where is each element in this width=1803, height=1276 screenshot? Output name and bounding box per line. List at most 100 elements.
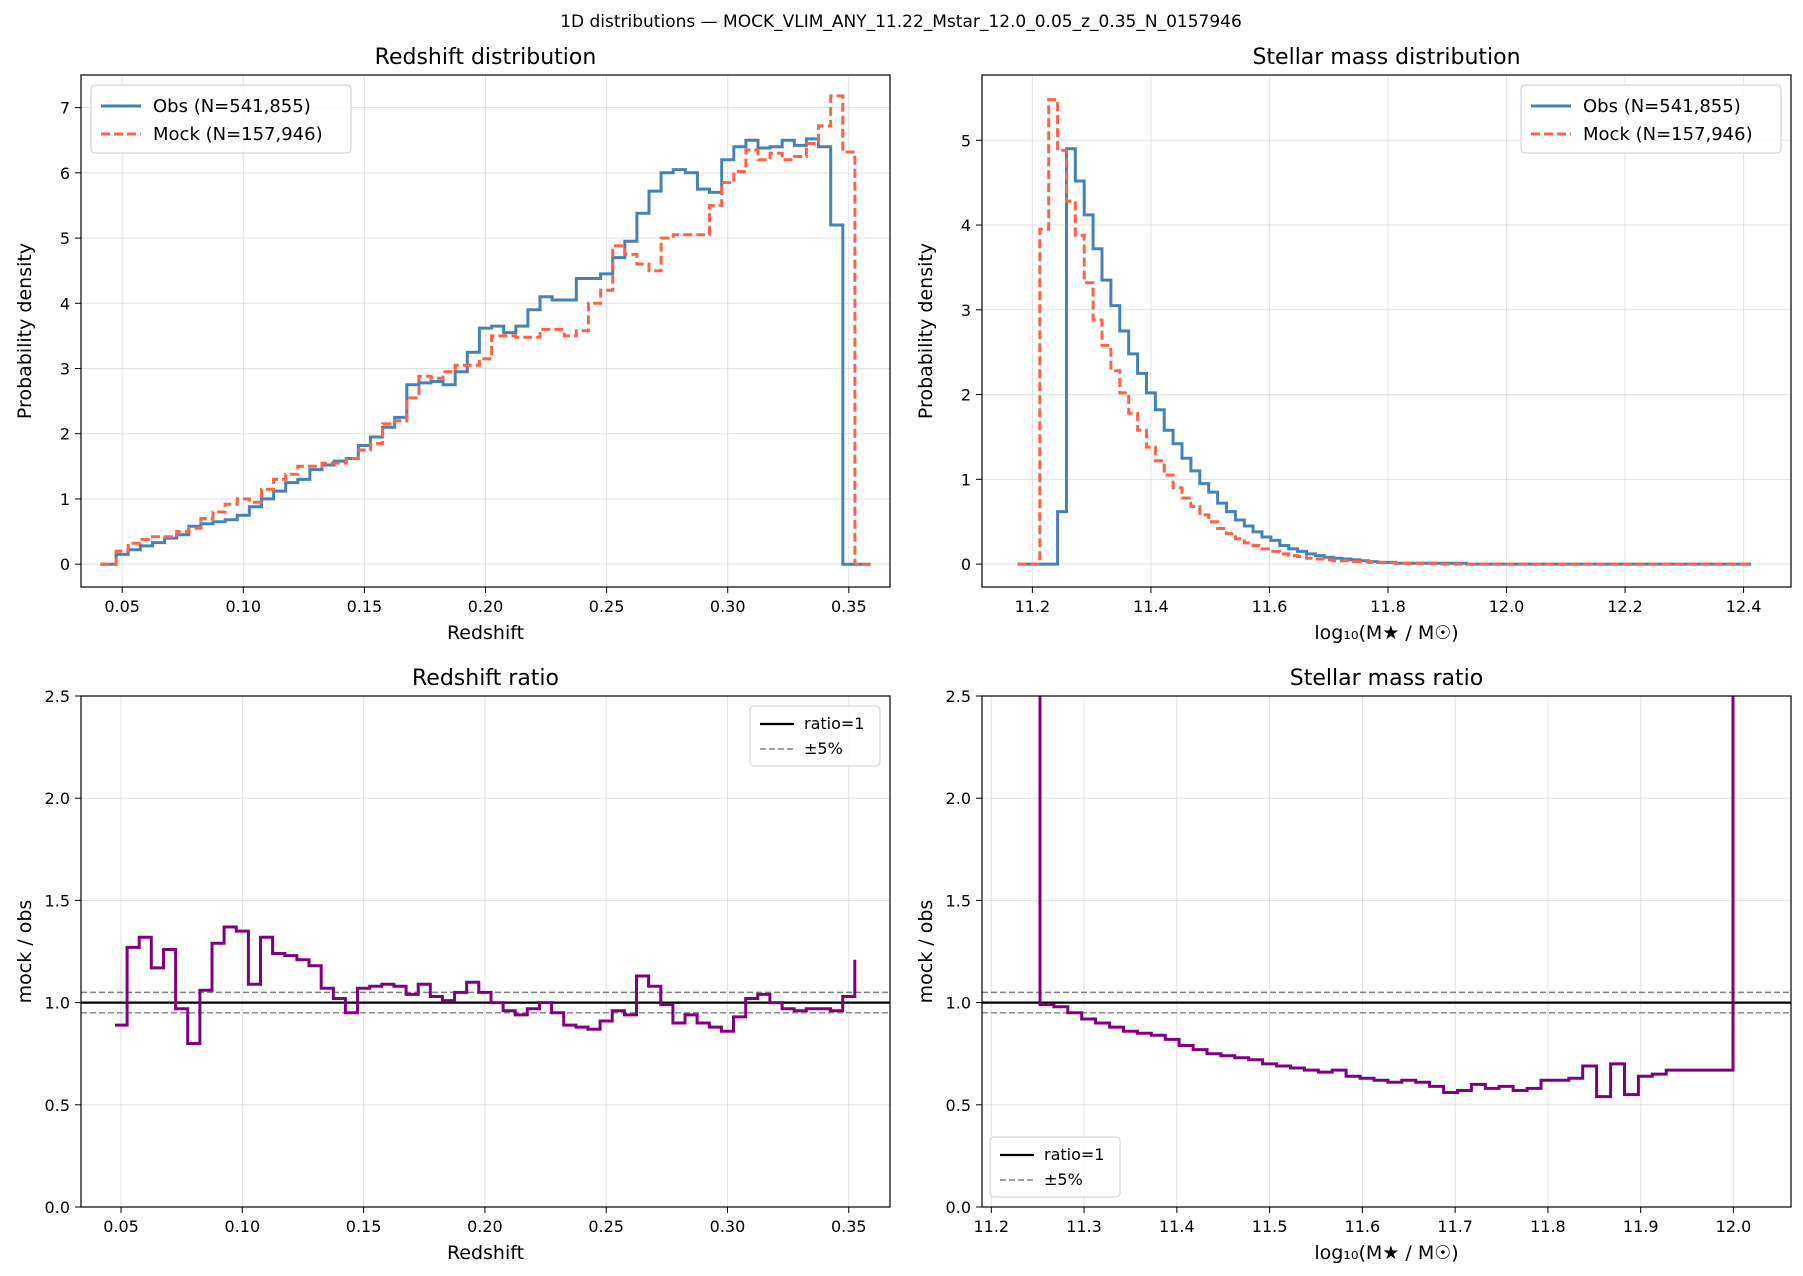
legend: Obs (N=541,855) Mock (N=157,946): [1520, 84, 1782, 154]
panel-redshift-ratio: 0.05 0.10 0.15 0.20 0.25 0.30 0.35 0.0 0.5 1.0 1.5…: [14, 666, 891, 1264]
legend-label-ref: ratio=1: [1044, 1145, 1104, 1164]
x-axis-label: log₁₀(M★ / M☉): [1314, 1242, 1458, 1264]
x-tick-label: 0.10: [225, 1217, 261, 1236]
x-axis-label: log₁₀(M★ / M☉): [1314, 622, 1458, 644]
panel-title: Redshift distribution: [375, 45, 597, 70]
x-tick-label: 11.3: [1066, 1217, 1102, 1236]
y-tick-label: 2.5: [946, 687, 971, 706]
plot-frame: [981, 695, 1792, 1208]
x-tick-label: 11.8: [1370, 597, 1406, 616]
y-tick-label: 0: [961, 555, 971, 574]
x-tick-label: 11.4: [1159, 1217, 1195, 1236]
y-axis-label: mock / obs: [915, 900, 937, 1004]
x-tick-label: 0.20: [467, 1217, 503, 1236]
x-tick-label: 0.25: [589, 597, 625, 616]
y-tick-label: 0.0: [45, 1198, 70, 1217]
y-axis-label: Probability density: [915, 243, 937, 419]
legend-label-1: Mock (N=157,946): [153, 124, 323, 145]
series-line-1: [1017, 98, 1751, 566]
panel-redshift-distribution: 0.05 0.10 0.15 0.20 0.25 0.30 0.35 0 1 2 3 4 5 6 7 Reds…: [14, 45, 891, 644]
series-line-0: [1017, 147, 1751, 566]
y-tick-label: 1.5: [45, 891, 70, 910]
grid: [81, 695, 890, 1208]
panel-stellar-mass-ratio: 11.2 11.3 11.4 11.5 11.6 11.7 11.8 11.9 12.0 0.0 0…: [915, 666, 1792, 1264]
series-line-1: [100, 94, 871, 566]
x-tick-label: 0.30: [710, 1217, 746, 1236]
y-tick-label: 3: [961, 301, 971, 320]
y-tick-label: 0.5: [45, 1096, 70, 1115]
y-tick-label: 7: [60, 99, 70, 118]
x-tick-label: 12.2: [1607, 597, 1643, 616]
y-tick-label: 1.5: [946, 891, 971, 910]
x-tick-label: 12.0: [1489, 597, 1525, 616]
x-tick-label: 0.15: [346, 1217, 382, 1236]
panel-title: Redshift ratio: [412, 666, 559, 691]
y-tick-label: 4: [60, 294, 70, 313]
x-axis-label: Redshift: [447, 1242, 524, 1264]
x-tick-label: 11.2: [973, 1217, 1009, 1236]
legend-box: [1520, 84, 1782, 154]
legend: Obs (N=541,855) Mock (N=157,946): [90, 84, 352, 154]
plot-frame: [80, 695, 891, 1208]
x-axis-label: Redshift: [447, 622, 524, 644]
y-tick-label: 0.5: [946, 1096, 971, 1115]
y-tick-label: 5: [961, 131, 971, 150]
legend: ratio=1 ±5%: [989, 1136, 1121, 1198]
x-tick-label: 0.25: [588, 1217, 624, 1236]
y-tick-label: 2.5: [45, 687, 70, 706]
legend-box: [989, 1136, 1121, 1198]
grid: [982, 695, 1791, 1208]
panel-stellar-mass-distribution: 11.2 11.4 11.6 11.8 12.0 12.2 12.4 0 1 2 3 4 5 Stella…: [915, 45, 1792, 644]
x-tick-label: 11.7: [1437, 1217, 1473, 1236]
x-tick-label: 12.0: [1716, 1217, 1752, 1236]
x-tick-label: 11.5: [1252, 1217, 1288, 1236]
series-line-0: [1038, 696, 1735, 1099]
plot-frame: [981, 74, 1792, 588]
legend: ratio=1 ±5%: [749, 705, 881, 767]
y-tick-label: 1: [961, 470, 971, 489]
y-tick-label: 6: [60, 164, 70, 183]
panel-title: Stellar mass distribution: [1252, 45, 1520, 70]
x-tick-label: 11.4: [1133, 597, 1169, 616]
y-axis-label: mock / obs: [14, 900, 36, 1004]
y-tick-label: 4: [961, 216, 971, 235]
x-tick-label: 0.20: [468, 597, 504, 616]
legend-label-1: Mock (N=157,946): [1583, 124, 1753, 145]
y-tick-label: 1.0: [45, 994, 70, 1013]
y-tick-label: 2.0: [946, 789, 971, 808]
y-tick-label: 2: [961, 386, 971, 405]
x-tick-label: 0.10: [225, 597, 261, 616]
plot-frame: [80, 74, 891, 588]
x-tick-label: 11.9: [1623, 1217, 1659, 1236]
x-tick-label: 0.35: [831, 1217, 867, 1236]
x-tick-label: 11.6: [1345, 1217, 1381, 1236]
x-tick-label: 12.4: [1726, 597, 1762, 616]
y-tick-label: 1: [60, 490, 70, 509]
x-tick-label: 0.05: [104, 597, 140, 616]
y-axis-label: Probability density: [14, 243, 36, 419]
x-tick-label: 0.05: [103, 1217, 139, 1236]
panel-title: Stellar mass ratio: [1290, 666, 1483, 691]
y-tick-label: 3: [60, 360, 70, 379]
figure-suptitle: 1D distributions — MOCK_VLIM_ANY_11.22_M…: [560, 12, 1242, 32]
y-tick-label: 2.0: [45, 789, 70, 808]
legend-label-0: Obs (N=541,855): [1583, 96, 1741, 117]
legend-label-band: ±5%: [1044, 1170, 1083, 1189]
y-tick-label: 1.0: [946, 994, 971, 1013]
x-tick-label: 0.15: [347, 597, 383, 616]
x-tick-label: 11.2: [1015, 597, 1051, 616]
legend-box: [90, 84, 352, 154]
y-tick-label: 5: [60, 229, 70, 248]
legend-label-ref: ratio=1: [804, 714, 864, 733]
legend-label-band: ±5%: [804, 739, 843, 758]
x-tick-label: 11.6: [1252, 597, 1288, 616]
x-tick-label: 11.8: [1530, 1217, 1566, 1236]
x-tick-label: 0.35: [831, 597, 867, 616]
series-line-0: [100, 137, 871, 566]
legend-box: [749, 705, 881, 767]
legend-label-0: Obs (N=541,855): [153, 96, 311, 117]
series-line-0: [115, 925, 857, 1045]
y-tick-label: 2: [60, 425, 70, 444]
x-tick-label: 0.30: [710, 597, 746, 616]
